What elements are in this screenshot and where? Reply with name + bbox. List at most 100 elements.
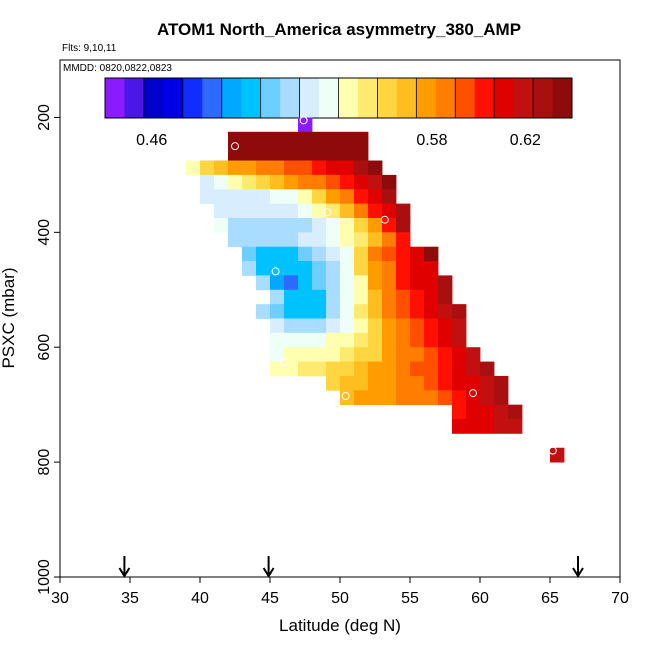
heatmap-cell — [382, 246, 397, 262]
heatmap-cell — [312, 189, 327, 205]
heatmap-cell — [368, 390, 383, 406]
heatmap-cell — [382, 217, 397, 233]
heatmap-cell — [228, 131, 243, 147]
sample-marker — [231, 142, 239, 151]
arrow-head — [572, 567, 584, 578]
heatmap-cell — [326, 160, 341, 176]
heatmap-cell — [494, 390, 509, 406]
heatmap-cell — [284, 332, 299, 348]
y-tick-label: 200 — [36, 104, 53, 131]
heatmap-cell — [284, 217, 299, 233]
heatmap-cell — [312, 347, 327, 362]
heatmap-cell — [312, 160, 327, 176]
heatmap-cell — [340, 217, 355, 233]
heatmap-cell — [410, 289, 425, 305]
heatmap-cell — [452, 375, 467, 391]
heatmap-cell — [270, 174, 285, 190]
y-tick-label: 800 — [36, 449, 53, 476]
heatmap-cell — [270, 217, 285, 233]
heatmap-cell — [242, 246, 257, 262]
heatmap-cell — [284, 289, 299, 305]
heatmap-cell — [312, 361, 327, 377]
heatmap-cell — [284, 160, 299, 176]
sample-marker — [469, 389, 477, 398]
heatmap-cell — [382, 361, 397, 377]
heatmap-cell — [368, 318, 383, 334]
heatmap-cell — [354, 174, 369, 190]
y-tick-label: 400 — [36, 219, 53, 246]
heatmap-cell — [256, 232, 271, 248]
heatmap-cell — [298, 318, 313, 334]
heatmap-cell — [494, 404, 509, 420]
heatmap-cell — [452, 304, 467, 319]
heatmap-cell — [424, 246, 439, 262]
heatmap-cell — [242, 232, 257, 248]
heatmap-cell — [424, 390, 439, 406]
heatmap-cell — [368, 189, 383, 205]
heatmap-cell — [326, 246, 341, 262]
sample-marker — [359, 122, 368, 131]
heatmap-cell — [396, 332, 411, 348]
heatmap-cell — [354, 203, 369, 219]
sample-marker — [548, 446, 557, 455]
heatmap-cell — [284, 304, 299, 319]
heatmap-cell — [354, 232, 369, 248]
x-tick-label: 45 — [261, 590, 279, 607]
heatmap-cell — [298, 174, 313, 190]
sample-marker — [299, 116, 308, 125]
chart-title: ATOM1 North_America asymmetry_380_AMP — [157, 20, 521, 39]
heatmap-cell — [270, 203, 285, 219]
heatmap-cell — [284, 146, 299, 161]
heatmap-cell — [340, 246, 355, 262]
heatmap-cell — [284, 246, 299, 262]
heatmap-cell — [396, 289, 411, 305]
heatmap-cell — [452, 332, 467, 348]
heatmap-cell — [494, 375, 509, 391]
latitude-arrows — [118, 556, 584, 578]
heatmap-cell — [270, 289, 285, 305]
heatmap-cell — [424, 304, 439, 319]
heatmap-cell — [340, 232, 355, 248]
heatmap-cell — [424, 275, 439, 291]
colorbar-segment — [319, 78, 339, 118]
heatmap-cell — [242, 174, 257, 190]
colorbar-segment — [163, 78, 184, 118]
heatmap-cell — [284, 189, 299, 205]
colorbar-segment — [182, 78, 203, 118]
colorbar-segment — [221, 78, 242, 118]
colorbar-segment — [494, 78, 515, 118]
heatmap-cell — [354, 289, 369, 305]
heatmap-cell — [340, 174, 355, 190]
heatmap-cell — [298, 304, 313, 319]
heatmap-cell — [298, 160, 313, 176]
heatmap-cell — [326, 203, 341, 219]
heatmap-cell — [396, 232, 411, 248]
heatmap-cell — [354, 375, 369, 391]
heatmap-cell — [354, 131, 369, 147]
heatmap-cell — [480, 404, 495, 420]
colorbar-segment — [474, 78, 495, 118]
heatmap-cell — [312, 275, 327, 291]
heatmap-cell — [452, 419, 467, 434]
heatmap-cell — [298, 189, 313, 205]
heatmap-cell — [242, 217, 257, 233]
heatmap-cell — [326, 289, 341, 305]
heatmap-cell — [312, 174, 327, 190]
colorbar-segment — [435, 78, 456, 118]
heatmap-cell — [438, 347, 453, 362]
heatmap-cell — [270, 131, 285, 147]
heatmap-cell — [382, 203, 397, 219]
heatmap-cell — [354, 275, 369, 291]
heatmap-cell — [424, 332, 439, 348]
heatmap-cell — [200, 174, 215, 190]
heatmap-cell — [228, 203, 243, 219]
heatmap-cell — [340, 203, 355, 219]
heatmap-cell — [424, 261, 439, 276]
heatmap-cell — [368, 275, 383, 291]
heatmap-cell — [410, 390, 425, 406]
heatmap-cell — [312, 332, 327, 348]
heatmap-cells — [186, 117, 565, 463]
heatmap-cell — [382, 261, 397, 276]
colorbar-segment — [533, 78, 554, 118]
